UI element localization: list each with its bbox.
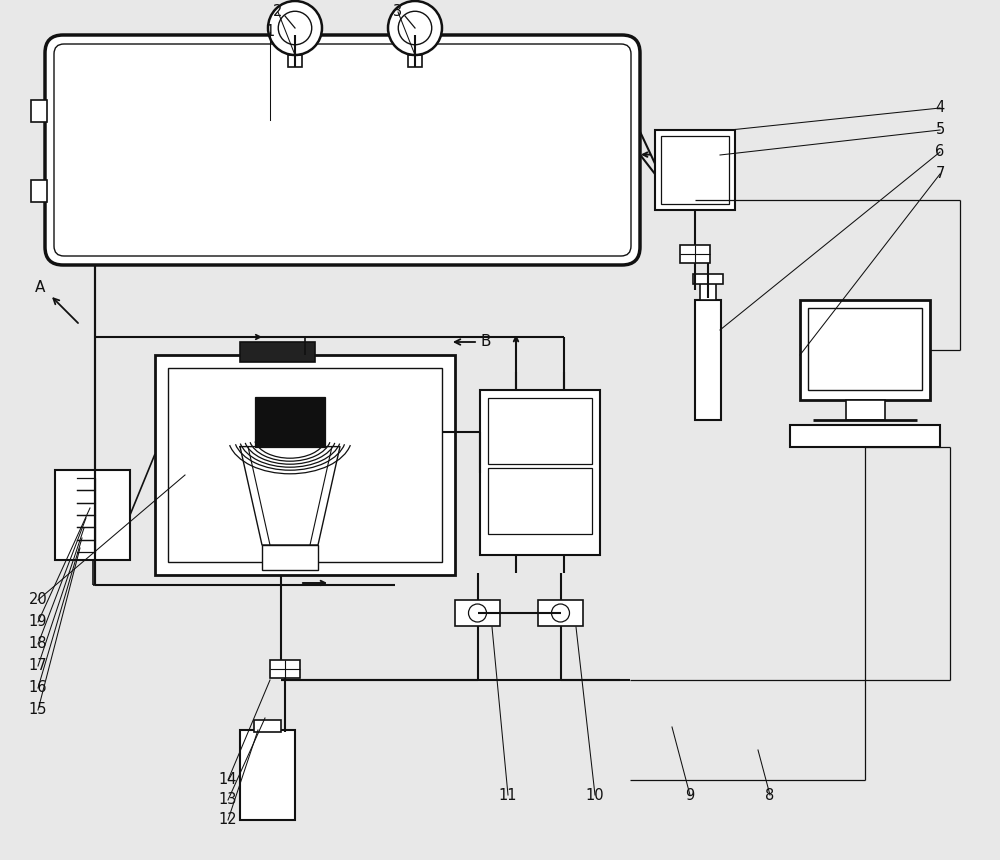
Bar xyxy=(270,660,300,678)
Text: 18: 18 xyxy=(29,636,47,652)
Bar xyxy=(808,308,922,390)
Text: 20: 20 xyxy=(29,593,47,607)
Bar xyxy=(800,300,930,400)
Bar xyxy=(31,180,47,202)
Bar xyxy=(700,282,716,300)
Bar xyxy=(455,600,500,626)
Text: 17: 17 xyxy=(29,659,47,673)
Bar xyxy=(538,600,583,626)
Bar xyxy=(790,425,940,447)
Text: 15: 15 xyxy=(29,703,47,717)
Text: 14: 14 xyxy=(219,772,237,788)
Text: 10: 10 xyxy=(586,788,604,802)
Text: 7: 7 xyxy=(935,167,945,181)
Text: 1: 1 xyxy=(265,24,275,40)
Text: 16: 16 xyxy=(29,680,47,696)
Text: A: A xyxy=(35,280,45,294)
Text: 2: 2 xyxy=(273,4,283,20)
Circle shape xyxy=(388,1,442,55)
Bar xyxy=(240,342,315,362)
Circle shape xyxy=(468,604,486,622)
Text: 8: 8 xyxy=(765,788,775,802)
Text: 5: 5 xyxy=(935,122,945,138)
Bar xyxy=(255,396,325,446)
Text: 19: 19 xyxy=(29,615,47,630)
Bar xyxy=(480,390,600,555)
Circle shape xyxy=(278,11,312,45)
Bar xyxy=(168,368,442,562)
FancyBboxPatch shape xyxy=(45,35,640,265)
Circle shape xyxy=(552,604,570,622)
Bar xyxy=(661,136,729,204)
Bar xyxy=(693,274,723,284)
Text: 3: 3 xyxy=(393,4,403,20)
Bar xyxy=(488,398,592,464)
Bar xyxy=(846,400,885,420)
Bar xyxy=(55,470,130,560)
Circle shape xyxy=(268,1,322,55)
Text: 13: 13 xyxy=(219,793,237,808)
Bar xyxy=(408,55,422,67)
Text: 6: 6 xyxy=(935,144,945,159)
Bar xyxy=(695,300,721,420)
Bar xyxy=(680,245,710,263)
FancyBboxPatch shape xyxy=(54,44,631,256)
Text: 11: 11 xyxy=(499,788,517,802)
Bar xyxy=(288,55,302,67)
Bar xyxy=(262,545,318,570)
Bar xyxy=(254,720,281,732)
Text: 9: 9 xyxy=(685,788,695,802)
Bar xyxy=(655,130,735,210)
Text: B: B xyxy=(481,335,491,349)
Text: 12: 12 xyxy=(219,813,237,827)
Circle shape xyxy=(398,11,432,45)
Text: 4: 4 xyxy=(935,101,945,115)
Bar xyxy=(488,468,592,533)
Bar xyxy=(155,355,455,575)
Bar xyxy=(240,730,295,820)
Bar xyxy=(31,100,47,122)
